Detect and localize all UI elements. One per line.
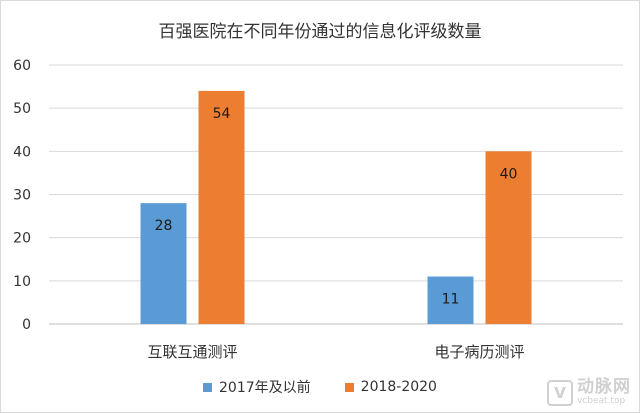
watermark-url: vcbeat.top	[577, 395, 626, 406]
data-label: 11	[442, 292, 460, 308]
y-tick-label: 20	[13, 231, 31, 247]
y-tick-label: 0	[22, 317, 31, 333]
watermark-logo-icon: V	[547, 380, 573, 406]
watermark: V 动脉网 vcbeat.top	[547, 376, 631, 406]
x-tick-label: 互联互通测评	[147, 343, 237, 361]
legend-swatch-series-2	[344, 382, 354, 392]
legend: 2017年及以前 2018-2020	[1, 377, 639, 397]
bar	[485, 151, 532, 324]
y-tick-label: 40	[13, 144, 31, 160]
bar	[140, 203, 187, 324]
legend-label-series-2: 2018-2020	[360, 379, 437, 395]
y-tick-label: 10	[13, 274, 31, 290]
legend-swatch-series-1	[203, 382, 213, 392]
data-label: 40	[500, 166, 518, 182]
legend-item-series-2: 2018-2020	[344, 377, 437, 397]
legend-item-series-1: 2017年及以前	[203, 377, 311, 397]
chart-title: 百强医院在不同年份通过的信息化评级数量	[158, 22, 482, 42]
y-tick-label: 50	[13, 101, 31, 117]
data-label: 28	[155, 218, 173, 234]
data-label: 54	[213, 106, 231, 122]
legend-label-series-1: 2017年及以前	[219, 380, 311, 396]
bar	[427, 276, 474, 324]
watermark-brand: 动脉网	[577, 376, 631, 397]
x-tick-label: 电子病历测评	[434, 343, 524, 361]
bar	[198, 90, 245, 325]
y-tick-label: 30	[13, 188, 31, 204]
watermark-text: 动脉网 vcbeat.top	[577, 376, 631, 406]
y-tick-label: 60	[13, 58, 31, 74]
